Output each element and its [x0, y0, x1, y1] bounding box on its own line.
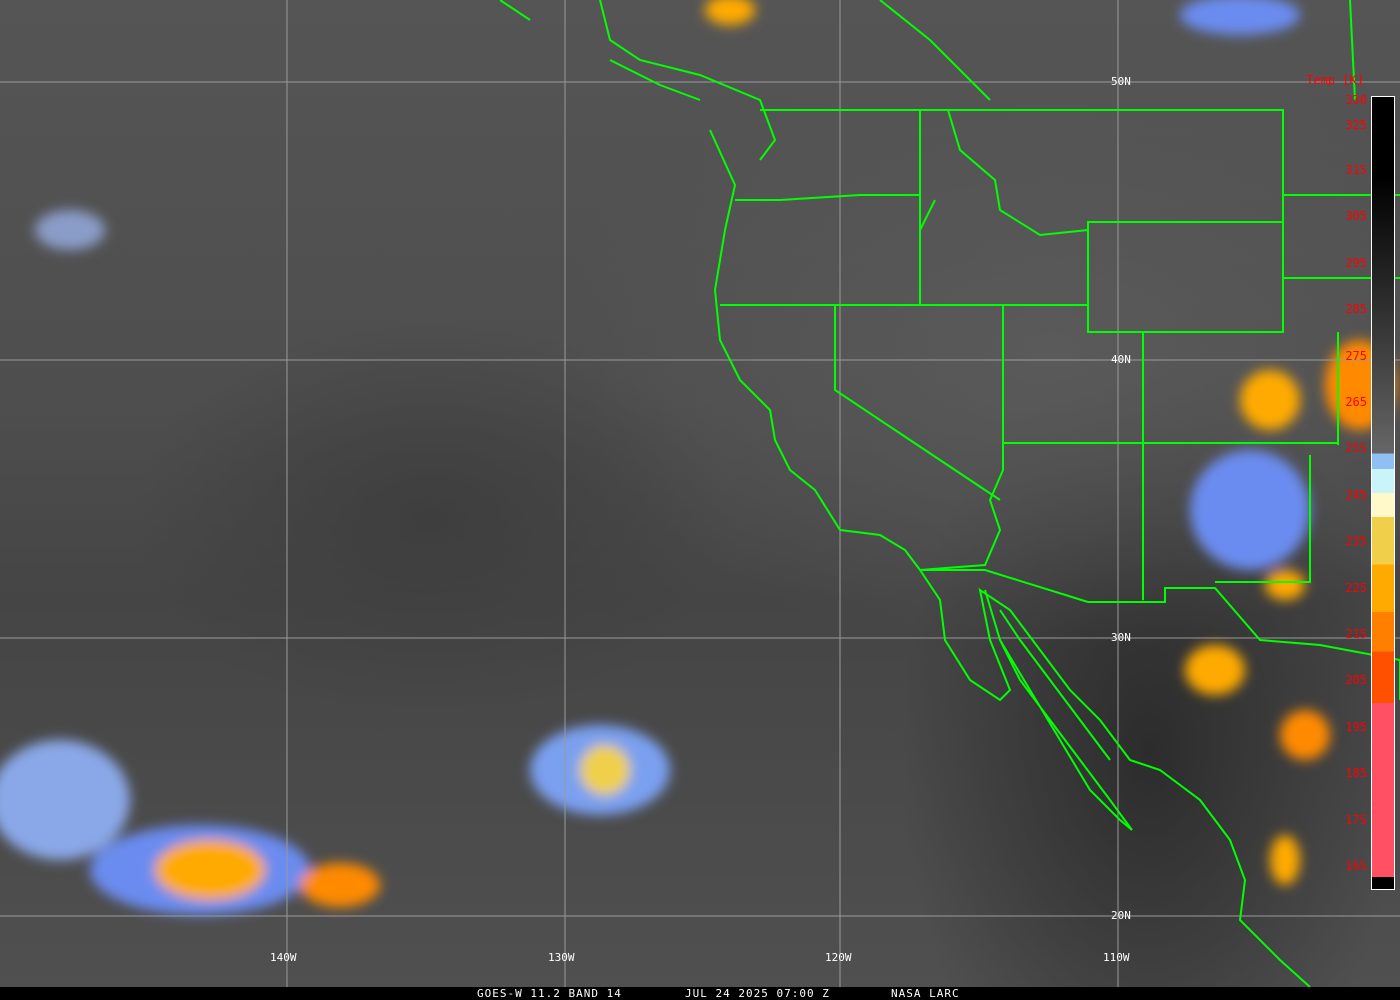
satellite-band-label: GOES-W 11.2 BAND 14: [477, 987, 622, 1000]
caption-bar: GOES-W 11.2 BAND 14 JUL 24 2025 07:00 Z …: [0, 987, 1400, 1000]
colorbar-tick-label: 175: [1345, 812, 1367, 827]
colorbar-tick-label: 315: [1345, 163, 1367, 177]
colorbar-tick-label: 285: [1345, 302, 1367, 317]
colorbar-tick-label: 245: [1345, 487, 1367, 502]
lat-label-20n: 20N: [1111, 909, 1131, 922]
lon-label-140w: 140W: [270, 951, 297, 964]
coastlines-and-borders: [499, 0, 1400, 988]
colorbar-tick-label: 325: [1345, 118, 1367, 132]
lat-label-40n: 40N: [1111, 353, 1131, 366]
colorbar-tick-label: 295: [1345, 255, 1367, 270]
colorbar-tick-label: 205: [1345, 673, 1367, 688]
colorbar-tick-label: 195: [1345, 719, 1367, 734]
colorbar-tick-label: 265: [1345, 395, 1367, 409]
colorbar-tick-label: 185: [1345, 766, 1367, 781]
legend-title: Temp [K]: [1306, 73, 1364, 87]
colorbar-tick-label: 225: [1345, 580, 1367, 595]
colorbar-tick-label: 235: [1345, 534, 1367, 549]
lon-label-130w: 130W: [548, 951, 575, 964]
colorbar-tick-label: 215: [1345, 627, 1367, 641]
cloud-cover: [0, 0, 1395, 915]
credit-label: NASA LARC: [891, 987, 960, 1000]
colorbar-tick-label: 305: [1345, 209, 1367, 224]
lon-label-120w: 120W: [825, 951, 852, 964]
lat-label-50n: 50N: [1111, 75, 1131, 88]
lon-label-110w: 110W: [1103, 951, 1130, 964]
colorbar: [1371, 96, 1395, 890]
colorbar-tick-label: 165: [1345, 859, 1367, 873]
colorbar-tick-label: 330: [1345, 93, 1367, 107]
lat-label-30n: 30N: [1111, 631, 1131, 644]
datetime-label: JUL 24 2025 07:00 Z: [685, 987, 830, 1000]
colorbar-tick-label: 255: [1345, 441, 1367, 456]
colorbar-tick-label: 275: [1345, 348, 1367, 363]
